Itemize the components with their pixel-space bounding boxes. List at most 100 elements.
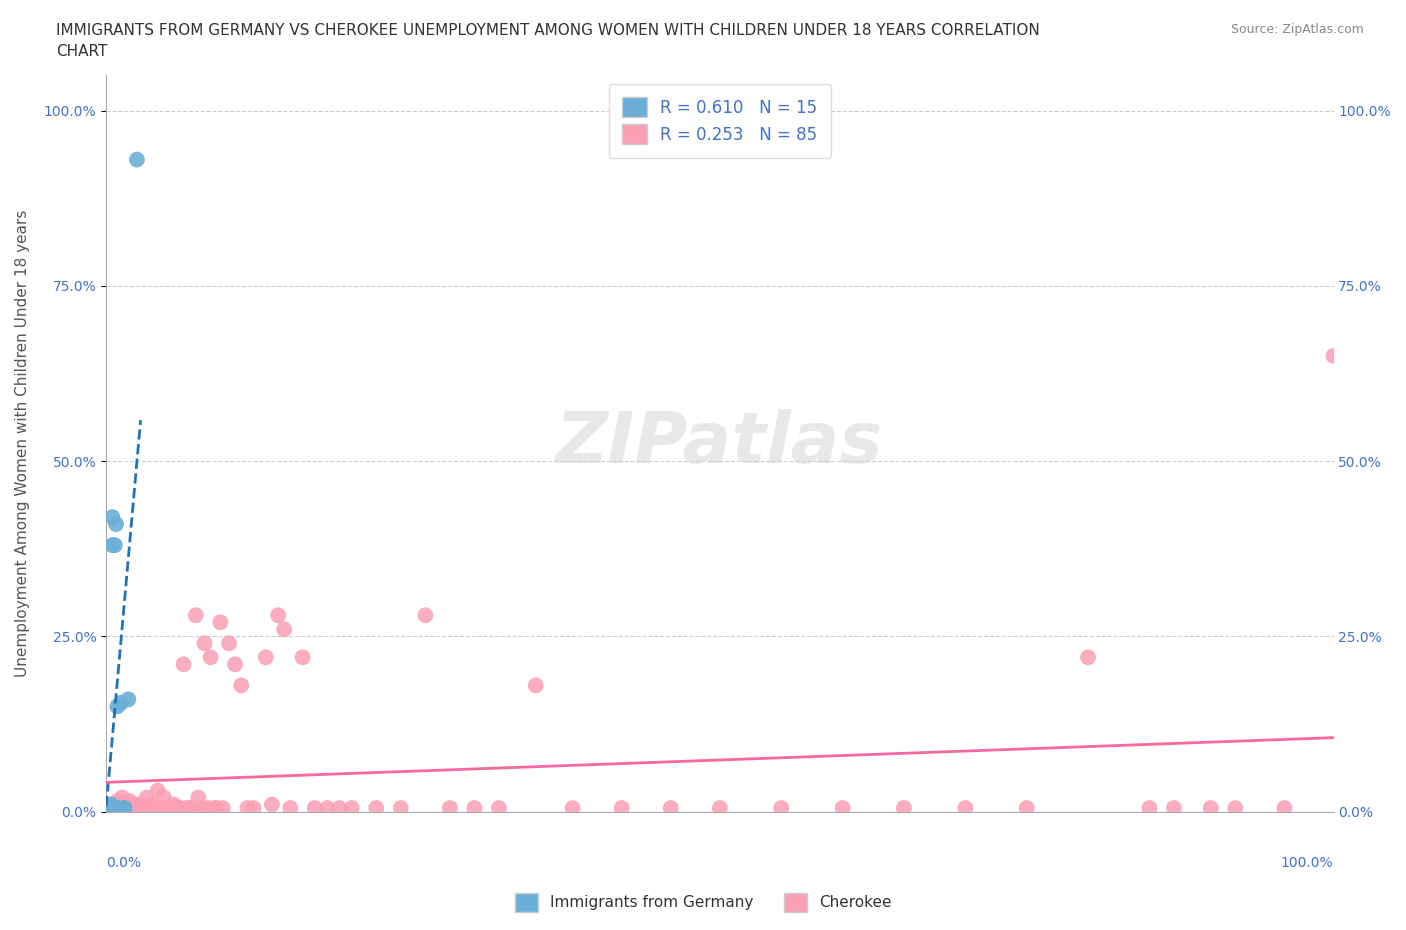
- Point: [278, 801, 301, 816]
- Point: [1274, 801, 1296, 816]
- Point: [104, 797, 127, 812]
- Text: CHART: CHART: [56, 44, 108, 59]
- Point: [104, 538, 127, 552]
- Point: [893, 801, 915, 816]
- Point: [184, 608, 207, 623]
- Legend: Immigrants from Germany, Cherokee: Immigrants from Germany, Cherokee: [509, 887, 897, 918]
- Point: [143, 801, 166, 816]
- Point: [125, 801, 148, 816]
- Point: [115, 797, 138, 812]
- Point: [415, 608, 437, 623]
- Point: [114, 801, 136, 816]
- Point: [122, 797, 145, 812]
- Point: [463, 801, 485, 816]
- Point: [98, 801, 121, 816]
- Point: [117, 801, 139, 816]
- Point: [209, 615, 232, 630]
- Point: [340, 801, 363, 816]
- Point: [273, 622, 295, 637]
- Point: [267, 608, 290, 623]
- Point: [1163, 801, 1185, 816]
- Point: [187, 790, 209, 805]
- Point: [1322, 349, 1344, 364]
- Point: [105, 801, 128, 816]
- Point: [770, 801, 793, 816]
- Point: [242, 801, 264, 816]
- Point: [101, 801, 124, 816]
- Point: [524, 678, 547, 693]
- Point: [110, 696, 132, 711]
- Point: [1225, 801, 1247, 816]
- Point: [181, 801, 204, 816]
- Point: [218, 636, 240, 651]
- Point: [107, 801, 129, 816]
- Point: [110, 801, 132, 816]
- Point: [254, 650, 277, 665]
- Point: [316, 801, 339, 816]
- Point: [104, 801, 127, 816]
- Point: [103, 801, 125, 816]
- Point: [304, 801, 326, 816]
- Point: [141, 797, 163, 812]
- Point: [610, 801, 633, 816]
- Text: 0.0%: 0.0%: [107, 856, 141, 870]
- Point: [105, 517, 128, 532]
- Point: [101, 510, 124, 525]
- Point: [197, 801, 219, 816]
- Point: [200, 650, 222, 665]
- Point: [202, 801, 225, 816]
- Point: [150, 801, 173, 816]
- Point: [146, 783, 169, 798]
- Legend: R = 0.610   N = 15, R = 0.253   N = 85: R = 0.610 N = 15, R = 0.253 N = 85: [609, 84, 831, 158]
- Point: [831, 801, 853, 816]
- Point: [166, 801, 188, 816]
- Point: [205, 801, 228, 816]
- Point: [659, 801, 682, 816]
- Point: [101, 538, 124, 552]
- Point: [125, 153, 148, 167]
- Point: [114, 801, 136, 816]
- Point: [128, 797, 150, 812]
- Point: [118, 793, 141, 808]
- Point: [135, 790, 157, 805]
- Point: [105, 699, 128, 714]
- Text: ZIPatlas: ZIPatlas: [557, 409, 883, 478]
- Point: [191, 801, 214, 816]
- Text: 100.0%: 100.0%: [1281, 856, 1333, 870]
- Point: [156, 801, 179, 816]
- Point: [120, 801, 142, 816]
- Point: [163, 797, 186, 812]
- Point: [236, 801, 259, 816]
- Point: [389, 801, 412, 816]
- Point: [193, 636, 215, 651]
- Point: [174, 801, 197, 816]
- Point: [1199, 801, 1222, 816]
- Point: [224, 657, 246, 671]
- Point: [439, 801, 461, 816]
- Point: [1139, 801, 1161, 816]
- Point: [124, 801, 146, 816]
- Point: [112, 801, 135, 816]
- Point: [105, 793, 128, 808]
- Point: [488, 801, 510, 816]
- Point: [138, 801, 160, 816]
- Point: [1077, 650, 1099, 665]
- Point: [160, 801, 183, 816]
- Point: [561, 801, 583, 816]
- Point: [115, 801, 138, 816]
- Point: [111, 790, 134, 805]
- Point: [132, 801, 155, 816]
- Point: [366, 801, 388, 816]
- Point: [955, 801, 977, 816]
- Point: [709, 801, 731, 816]
- Text: Source: ZipAtlas.com: Source: ZipAtlas.com: [1230, 23, 1364, 36]
- Point: [260, 797, 283, 812]
- Point: [169, 801, 191, 816]
- Point: [100, 801, 122, 816]
- Point: [112, 801, 135, 816]
- Y-axis label: Unemployment Among Women with Children Under 18 years: Unemployment Among Women with Children U…: [15, 210, 30, 677]
- Point: [105, 801, 128, 816]
- Text: IMMIGRANTS FROM GERMANY VS CHEROKEE UNEMPLOYMENT AMONG WOMEN WITH CHILDREN UNDER: IMMIGRANTS FROM GERMANY VS CHEROKEE UNEM…: [56, 23, 1040, 38]
- Point: [153, 790, 176, 805]
- Point: [328, 801, 350, 816]
